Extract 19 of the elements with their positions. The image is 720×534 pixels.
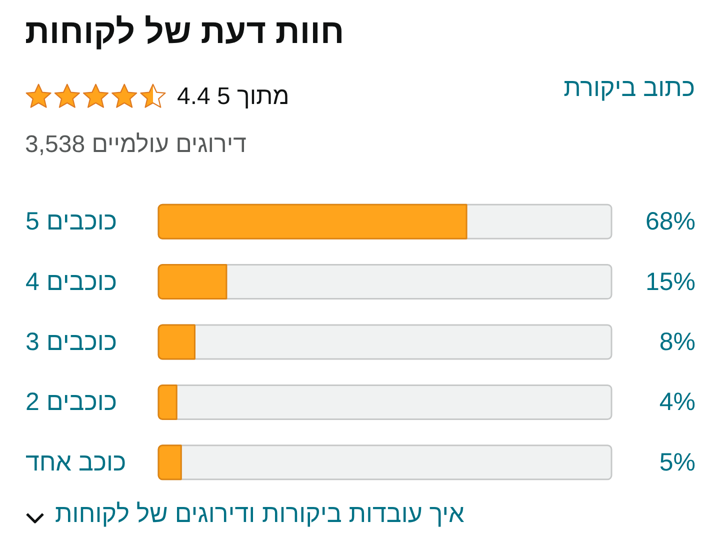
text: 3,538 דירוגים עולמיים xyxy=(25,130,246,160)
chart-title: חוות דעת של לקוחות xyxy=(25,12,344,53)
y-tick-label: 4 כוכבים xyxy=(26,268,118,296)
data-label: 4% xyxy=(659,388,696,416)
y-tick-label: 5 כוכבים xyxy=(26,208,118,236)
bar xyxy=(158,384,178,420)
data-label: 8% xyxy=(659,328,696,356)
chart-subtitle: 4.4 מתוך 5 xyxy=(177,82,290,112)
y-tick-label: 2 כוכבים xyxy=(26,388,118,416)
data-label: 68% xyxy=(645,208,696,236)
text: איך עובדות ביקורות ודירוגים של לקוחות xyxy=(55,499,464,529)
data-label: 5% xyxy=(659,448,696,476)
bar xyxy=(158,444,182,480)
y-tick-label: כוכב אחד xyxy=(26,448,126,476)
text: כתוב ביקורת xyxy=(564,73,695,103)
bar xyxy=(158,324,196,360)
y-tick-label: 3 כוכבים xyxy=(26,328,118,356)
data-label: 15% xyxy=(645,268,696,296)
bar xyxy=(158,264,228,300)
